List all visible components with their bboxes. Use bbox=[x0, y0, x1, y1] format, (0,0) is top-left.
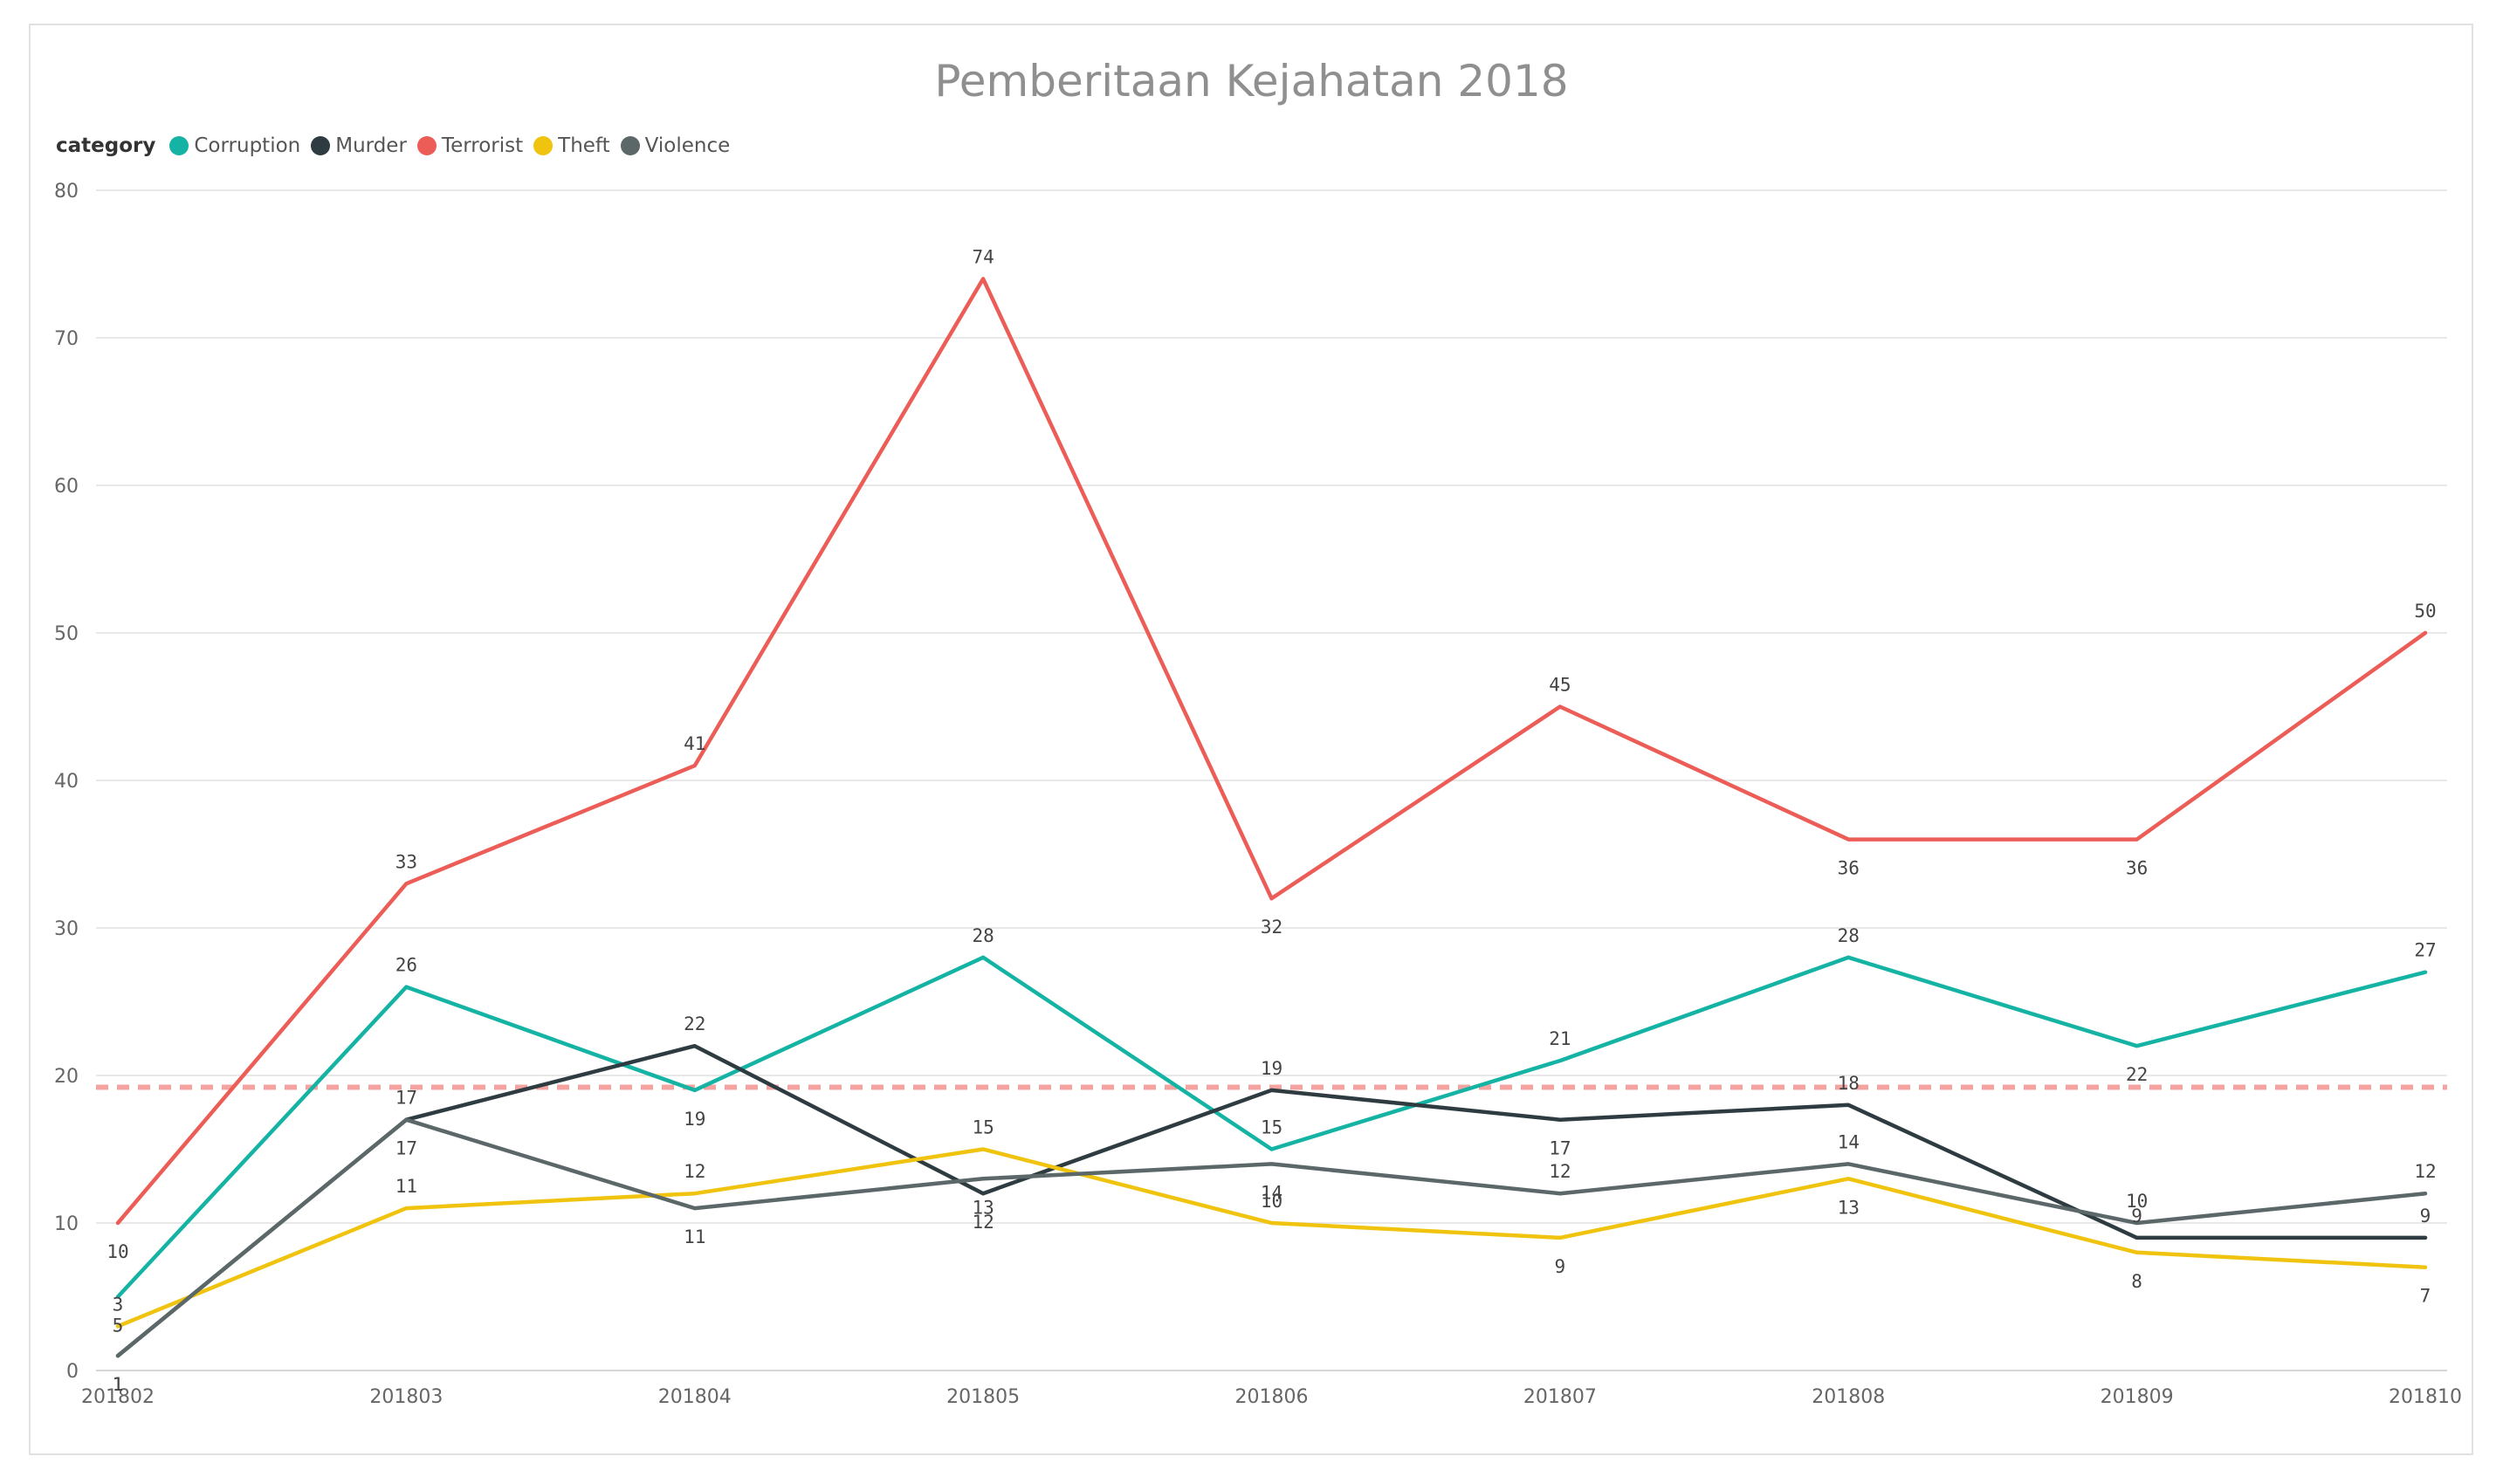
x-tick-label: 201808 bbox=[1812, 1386, 1885, 1408]
y-tick-label: 10 bbox=[54, 1213, 79, 1235]
data-label-terrorist: 10 bbox=[107, 1241, 128, 1262]
legend-item-terrorist[interactable]: Terrorist bbox=[416, 134, 524, 157]
data-label-violence: 10 bbox=[2126, 1191, 2148, 1212]
data-label-terrorist: 33 bbox=[395, 851, 417, 872]
data-label-terrorist: 74 bbox=[972, 246, 994, 267]
data-label-corruption: 22 bbox=[2126, 1064, 2148, 1085]
data-label-terrorist: 36 bbox=[1838, 858, 1860, 879]
x-tick-label: 201802 bbox=[81, 1386, 155, 1408]
legend-label-corruption: Corruption bbox=[194, 134, 301, 157]
data-label-violence: 14 bbox=[1261, 1182, 1282, 1203]
y-tick-label: 80 bbox=[54, 181, 79, 203]
data-label-theft: 15 bbox=[972, 1117, 994, 1138]
data-label-violence: 12 bbox=[2414, 1161, 2436, 1182]
legend-label-terrorist: Terrorist bbox=[441, 134, 524, 157]
x-tick-label: 201805 bbox=[946, 1386, 1020, 1408]
data-label-corruption: 19 bbox=[684, 1109, 705, 1130]
legend-label-theft: Theft bbox=[558, 134, 610, 157]
data-label-murder: 18 bbox=[1838, 1073, 1860, 1094]
data-label-terrorist: 32 bbox=[1261, 917, 1282, 938]
data-label-corruption: 15 bbox=[1261, 1117, 1282, 1138]
data-label-theft: 13 bbox=[1838, 1197, 1860, 1218]
data-label-murder: 12 bbox=[972, 1212, 994, 1233]
data-label-murder: 17 bbox=[395, 1138, 417, 1159]
data-label-corruption: 27 bbox=[2414, 940, 2436, 961]
legend-dot-terrorist bbox=[416, 136, 437, 155]
series-line-murder bbox=[115, 1043, 2428, 1358]
data-label-theft: 11 bbox=[395, 1176, 417, 1197]
data-label-terrorist: 41 bbox=[684, 733, 705, 754]
legend-label-violence: Violence bbox=[644, 134, 731, 157]
data-label-theft: 10 bbox=[1261, 1191, 1282, 1212]
series-line-terrorist bbox=[115, 277, 2428, 1226]
legend-item-violence[interactable]: Violence bbox=[620, 134, 731, 157]
data-label-murder: 22 bbox=[684, 1013, 705, 1034]
x-tick-label: 201806 bbox=[1235, 1386, 1309, 1408]
data-label-terrorist: 36 bbox=[2126, 858, 2148, 879]
data-label-theft: 12 bbox=[684, 1161, 705, 1182]
data-label-murder: 9 bbox=[2131, 1206, 2142, 1226]
legend-dot-murder bbox=[311, 136, 331, 155]
data-label-terrorist: 45 bbox=[1549, 675, 1571, 696]
x-tick-label: 201807 bbox=[1523, 1386, 1597, 1408]
data-label-corruption: 28 bbox=[972, 925, 994, 946]
x-tick-label: 201803 bbox=[369, 1386, 443, 1408]
legend-item-corruption[interactable]: Corruption bbox=[169, 134, 300, 157]
data-label-violence: 1 bbox=[113, 1374, 124, 1395]
data-label-murder: 19 bbox=[1261, 1058, 1282, 1079]
data-label-murder: 17 bbox=[1549, 1138, 1571, 1159]
data-label-violence: 17 bbox=[395, 1088, 417, 1109]
chart-title: Pemberitaan Kejahatan 2018 bbox=[934, 56, 1569, 106]
x-tick-label: 201809 bbox=[2101, 1386, 2174, 1408]
legend-dot-theft bbox=[533, 136, 554, 155]
data-label-theft: 7 bbox=[2420, 1286, 2431, 1307]
series-line-corruption bbox=[115, 955, 2428, 1299]
data-label-theft: 8 bbox=[2131, 1271, 2142, 1292]
y-tick-label: 0 bbox=[66, 1361, 79, 1383]
y-tick-label: 50 bbox=[54, 623, 79, 645]
data-label-murder: 9 bbox=[2420, 1206, 2431, 1226]
data-label-theft: 9 bbox=[1555, 1256, 1566, 1277]
data-label-murder: 1 bbox=[113, 1374, 124, 1395]
data-label-corruption: 5 bbox=[113, 1316, 124, 1336]
series-line-violence bbox=[115, 1117, 2428, 1358]
y-tick-label: 30 bbox=[54, 918, 79, 940]
legend-item-murder[interactable]: Murder bbox=[311, 134, 407, 157]
y-tick-label: 20 bbox=[54, 1066, 79, 1088]
data-label-violence: 12 bbox=[1549, 1161, 1571, 1182]
series-line-theft bbox=[115, 1147, 2428, 1329]
data-label-theft: 3 bbox=[113, 1294, 124, 1315]
data-label-violence: 11 bbox=[684, 1226, 705, 1247]
data-label-terrorist: 50 bbox=[2414, 601, 2436, 622]
data-label-corruption: 21 bbox=[1549, 1028, 1571, 1049]
legend-dot-corruption bbox=[169, 136, 189, 155]
legend-item-theft[interactable]: Theft bbox=[533, 134, 610, 157]
y-tick-label: 60 bbox=[54, 476, 79, 498]
data-label-corruption: 28 bbox=[1838, 925, 1860, 946]
x-tick-label: 201804 bbox=[658, 1386, 732, 1408]
data-label-violence: 14 bbox=[1838, 1131, 1860, 1152]
x-tick-label: 201810 bbox=[2389, 1386, 2462, 1408]
legend-title: category bbox=[56, 134, 156, 157]
y-tick-label: 40 bbox=[54, 771, 79, 793]
legend-dot-violence bbox=[620, 136, 640, 155]
data-label-corruption: 26 bbox=[395, 955, 417, 976]
legend-label-murder: Murder bbox=[335, 134, 407, 157]
legend: category Corruption Murder Terrorist The… bbox=[56, 134, 740, 157]
y-tick-label: 70 bbox=[54, 328, 79, 350]
data-label-violence: 13 bbox=[972, 1197, 994, 1218]
